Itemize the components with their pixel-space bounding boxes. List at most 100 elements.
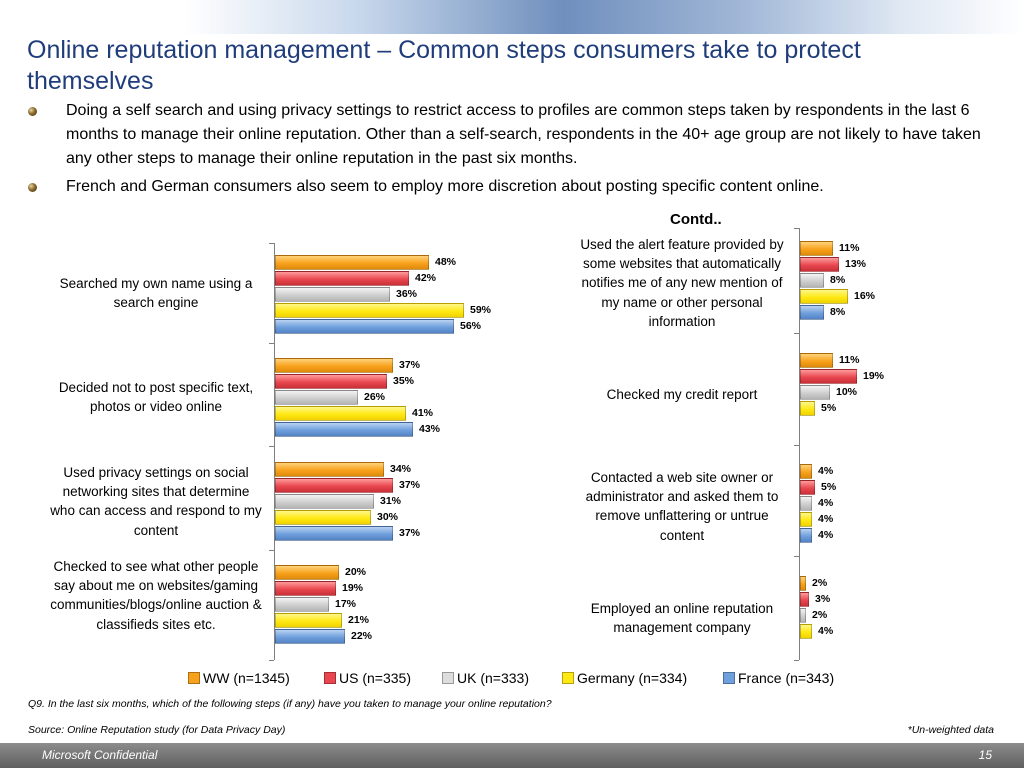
axis-tick [794, 556, 799, 557]
bar-uk [800, 273, 824, 288]
bar-uk [275, 494, 374, 509]
bar-ww [275, 462, 384, 477]
data-label: 19% [342, 582, 364, 594]
data-label: 4% [818, 465, 834, 477]
category-label: Checked to see what other people say abo… [50, 559, 262, 632]
bar-ww [275, 255, 429, 270]
legend-swatch-france [723, 672, 735, 684]
bar-uk [800, 385, 830, 400]
bar-germany [275, 303, 464, 318]
data-label: 30% [377, 511, 399, 523]
axis-tick [794, 445, 799, 446]
data-label: 35% [393, 375, 415, 387]
bar-ww [800, 353, 833, 368]
bar-germany [800, 401, 815, 416]
legend-swatch-us [324, 672, 336, 684]
data-label: 59% [470, 304, 492, 316]
axis-tick [269, 243, 274, 244]
data-label: 26% [364, 391, 386, 403]
data-label: 37% [399, 359, 421, 371]
bar-us [800, 480, 815, 495]
header-band [0, 0, 1024, 34]
bar-france [275, 629, 345, 644]
data-label: 10% [836, 386, 858, 398]
bar-us [800, 592, 809, 607]
data-label: 37% [399, 527, 421, 539]
bar-uk [800, 496, 812, 511]
data-label: 5% [821, 402, 837, 414]
legend-label-germany: Germany (n=334) [577, 670, 688, 686]
data-label: 2% [812, 577, 828, 589]
axis-tick [269, 446, 274, 447]
page-number: 15 [978, 748, 992, 762]
bar-germany [800, 624, 812, 639]
axis-tick [794, 228, 799, 229]
data-label: 36% [396, 288, 418, 300]
chart-axis [799, 228, 800, 660]
bar-france [800, 305, 824, 320]
data-label: 56% [460, 320, 482, 332]
legend-label-ww: WW (n=1345) [203, 670, 290, 686]
data-label: 4% [818, 513, 834, 525]
footer-confidential: Microsoft Confidential [42, 748, 158, 762]
bar-ww [800, 241, 833, 256]
bar-ww [800, 464, 812, 479]
bar-us [275, 478, 393, 493]
category-label: Searched my own name using a search engi… [59, 276, 253, 311]
data-label: 16% [854, 290, 876, 302]
bar-us [800, 369, 857, 384]
bar-uk [800, 608, 806, 623]
question-note: Q9. In the last six months, which of the… [28, 698, 552, 710]
bullet-icon [28, 107, 37, 116]
axis-tick [269, 660, 274, 661]
weight-note: *Un-weighted data [907, 724, 994, 736]
bar-germany [800, 289, 848, 304]
bar-germany [275, 510, 371, 525]
axis-tick [269, 343, 274, 344]
data-label: 4% [818, 497, 834, 509]
bullet-text: French and German consumers also seem to… [66, 178, 824, 195]
legend-label-us: US (n=335) [339, 670, 411, 686]
legend-swatch-uk [442, 672, 454, 684]
category-label: Decided not to post specific text, photo… [58, 380, 254, 415]
bar-uk [275, 287, 390, 302]
data-label: 31% [380, 495, 402, 507]
bar-ww [800, 576, 806, 591]
data-label: 20% [345, 566, 367, 578]
category-label: Employed an online reputation management… [590, 601, 774, 636]
data-label: 21% [348, 614, 370, 626]
bar-germany [275, 406, 406, 421]
data-label: 3% [815, 593, 831, 605]
bar-us [800, 257, 839, 272]
bullet-text: Doing a self search and using privacy se… [66, 102, 981, 167]
axis-tick [794, 333, 799, 334]
bar-uk [275, 597, 329, 612]
bar-france [275, 319, 454, 334]
bar-france [275, 422, 413, 437]
bar-germany [275, 613, 342, 628]
legend-item-france: France (n=343) [723, 670, 834, 686]
data-label: 17% [335, 598, 357, 610]
data-label: 4% [818, 625, 834, 637]
bar-ww [275, 565, 339, 580]
legend-swatch-ww [188, 672, 200, 684]
data-label: 8% [830, 306, 846, 318]
data-label: 42% [415, 272, 437, 284]
chart-axis [274, 243, 275, 660]
bar-us [275, 271, 409, 286]
data-label: 34% [390, 463, 412, 475]
category-label: Checked my credit report [606, 387, 758, 402]
data-label: 48% [435, 256, 457, 268]
category-label: Used the alert feature provided by some … [580, 237, 784, 329]
data-label: 2% [812, 609, 828, 621]
data-label: 19% [863, 370, 885, 382]
data-label: 43% [419, 423, 441, 435]
category-label: Contacted a web site owner or administra… [585, 470, 779, 543]
bar-germany [800, 512, 812, 527]
bullet-item: French and German consumers also seem to… [28, 175, 1003, 199]
bullet-icon [28, 183, 37, 192]
data-label: 22% [351, 630, 373, 642]
bar-us [275, 374, 387, 389]
legend-swatch-germany [562, 672, 574, 684]
bar-us [275, 581, 336, 596]
